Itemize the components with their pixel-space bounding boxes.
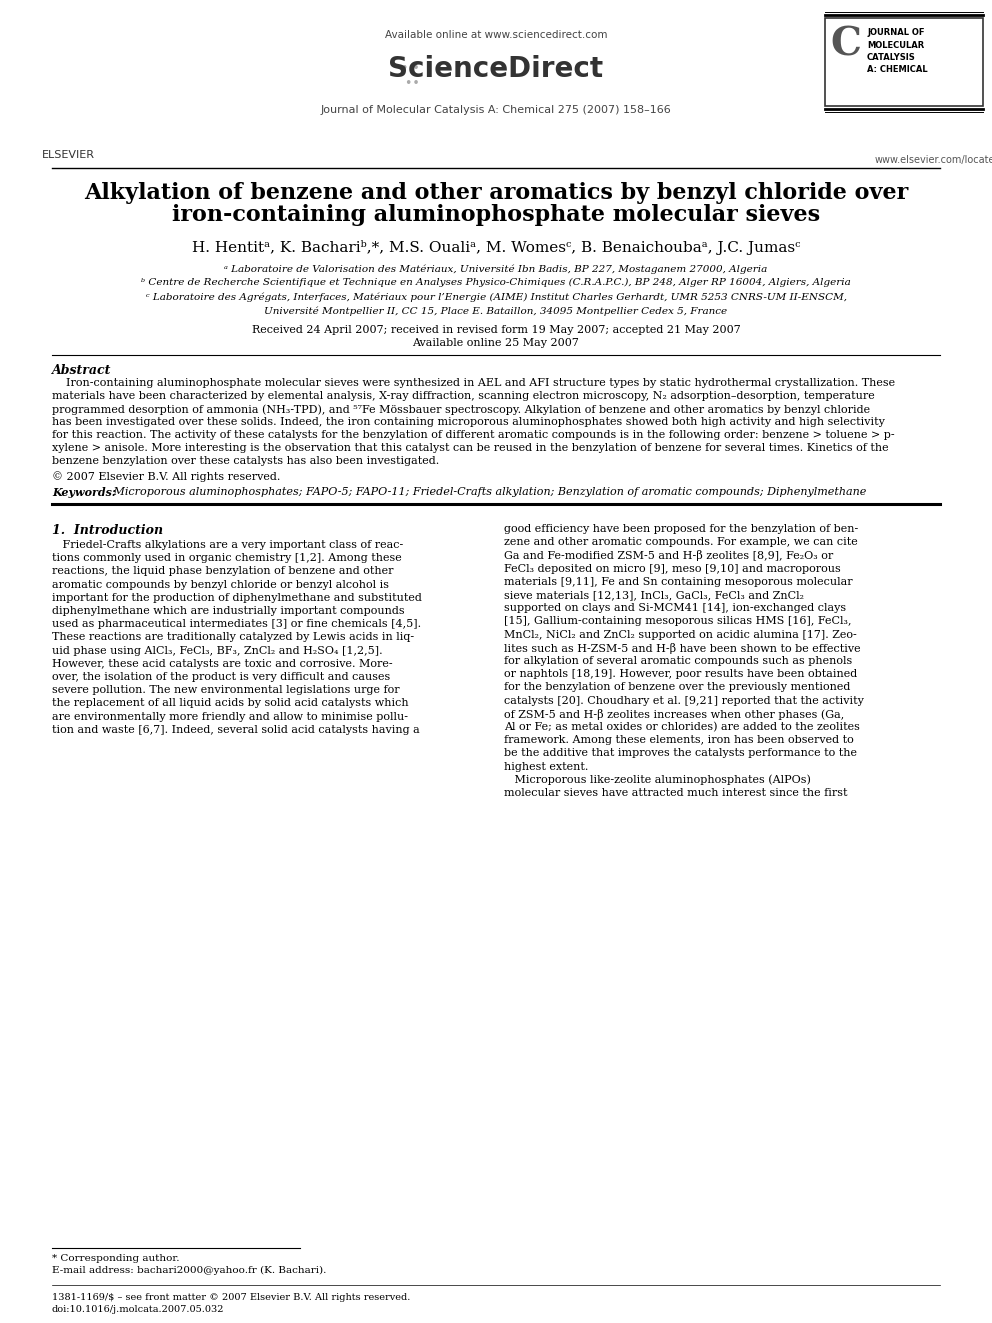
Text: 1381-1169/$ – see front matter © 2007 Elsevier B.V. All rights reserved.: 1381-1169/$ – see front matter © 2007 El… [52,1293,411,1302]
Text: Microporous aluminophosphates; FAPO-5; FAPO-11; Friedel-Crafts alkylation; Benzy: Microporous aluminophosphates; FAPO-5; F… [110,487,866,497]
Text: ᵇ Centre de Recherche Scientifique et Technique en Analyses Physico-Chimiques (C: ᵇ Centre de Recherche Scientifique et Te… [141,278,851,287]
Text: ᶜ Laboratoire des Agrégats, Interfaces, Matériaux pour l’Energie (AIME) Institut: ᶜ Laboratoire des Agrégats, Interfaces, … [146,292,846,302]
Text: tions commonly used in organic chemistry [1,2]. Among these: tions commonly used in organic chemistry… [52,553,402,564]
Text: framework. Among these elements, iron has been observed to: framework. Among these elements, iron ha… [504,736,854,745]
Text: for alkylation of several aromatic compounds such as phenols: for alkylation of several aromatic compo… [504,656,852,665]
Text: E-mail address: bachari2000@yahoo.fr (K. Bachari).: E-mail address: bachari2000@yahoo.fr (K.… [52,1266,326,1275]
Text: uid phase using AlCl₃, FeCl₃, BF₃, ZnCl₂ and H₂SO₄ [1,2,5].: uid phase using AlCl₃, FeCl₃, BF₃, ZnCl₂… [52,646,383,656]
Text: MnCl₂, NiCl₂ and ZnCl₂ supported on acidic alumina [17]. Zeo-: MnCl₂, NiCl₂ and ZnCl₂ supported on acid… [504,630,857,639]
Text: the replacement of all liquid acids by solid acid catalysts which: the replacement of all liquid acids by s… [52,699,409,708]
Text: for this reaction. The activity of these catalysts for the benzylation of differ: for this reaction. The activity of these… [52,430,895,441]
Text: aromatic compounds by benzyl chloride or benzyl alcohol is: aromatic compounds by benzyl chloride or… [52,579,389,590]
Text: highest extent.: highest extent. [504,762,588,771]
Text: Alkylation of benzene and other aromatics by benzyl chloride over: Alkylation of benzene and other aromatic… [84,183,908,204]
Text: • •
 ••: • • •• [401,62,420,90]
Text: sieve materials [12,13], InCl₃, GaCl₃, FeCl₃ and ZnCl₂: sieve materials [12,13], InCl₃, GaCl₃, F… [504,590,804,601]
Text: benzene benzylation over these catalysts has also been investigated.: benzene benzylation over these catalysts… [52,456,439,466]
Text: Abstract: Abstract [52,364,111,377]
Text: Available online 25 May 2007: Available online 25 May 2007 [413,337,579,348]
Text: xylene > anisole. More interesting is the observation that this catalyst can be : xylene > anisole. More interesting is th… [52,443,889,452]
Text: * Corresponding author.: * Corresponding author. [52,1254,180,1263]
Text: Ga and Fe-modified ZSM-5 and H-β zeolites [8,9], Fe₂O₃ or: Ga and Fe-modified ZSM-5 and H-β zeolite… [504,550,833,561]
Text: Journal of Molecular Catalysis A: Chemical 275 (2007) 158–166: Journal of Molecular Catalysis A: Chemic… [320,105,672,115]
Text: Received 24 April 2007; received in revised form 19 May 2007; accepted 21 May 20: Received 24 April 2007; received in revi… [252,325,740,335]
Text: Al or Fe; as metal oxides or chlorides) are added to the zeolites: Al or Fe; as metal oxides or chlorides) … [504,722,860,733]
Text: for the benzylation of benzene over the previously mentioned: for the benzylation of benzene over the … [504,683,850,692]
Text: are environmentally more friendly and allow to minimise pollu-: are environmentally more friendly and al… [52,712,408,721]
Text: materials [9,11], Fe and Sn containing mesoporous molecular: materials [9,11], Fe and Sn containing m… [504,577,853,587]
Text: FeCl₃ deposited on micro [9], meso [9,10] and macroporous: FeCl₃ deposited on micro [9], meso [9,10… [504,564,841,574]
Text: supported on clays and Si-MCM41 [14], ion-exchanged clays: supported on clays and Si-MCM41 [14], io… [504,603,846,613]
Text: over, the isolation of the product is very difficult and causes: over, the isolation of the product is ve… [52,672,390,681]
Text: These reactions are traditionally catalyzed by Lewis acids in liq-: These reactions are traditionally cataly… [52,632,414,643]
Text: Friedel-Crafts alkylations are a very important class of reac-: Friedel-Crafts alkylations are a very im… [52,540,404,550]
Text: Iron-containing aluminophosphate molecular sieves were synthesized in AEL and AF: Iron-containing aluminophosphate molecul… [52,378,895,388]
Text: [15], Gallium-containing mesoporous silicas HMS [16], FeCl₃,: [15], Gallium-containing mesoporous sili… [504,617,851,626]
Bar [825,19,983,106]
Text: ScienceDirect: ScienceDirect [389,56,603,83]
Text: Keywords:: Keywords: [52,487,120,497]
Text: © 2007 Elsevier B.V. All rights reserved.: © 2007 Elsevier B.V. All rights reserved… [52,471,281,482]
Text: Université Montpellier II, CC 15, Place E. Bataillon, 34095 Montpellier Cedex 5,: Université Montpellier II, CC 15, Place … [265,306,727,315]
Text: diphenylmethane which are industrially important compounds: diphenylmethane which are industrially i… [52,606,405,617]
Text: or naphtols [18,19]. However, poor results have been obtained: or naphtols [18,19]. However, poor resul… [504,669,857,679]
Text: doi:10.1016/j.molcata.2007.05.032: doi:10.1016/j.molcata.2007.05.032 [52,1304,224,1314]
Text: has been investigated over these solids. Indeed, the iron containing microporous: has been investigated over these solids.… [52,417,885,427]
Text: important for the production of diphenylmethane and substituted: important for the production of diphenyl… [52,593,422,603]
Text: Available online at www.sciencedirect.com: Available online at www.sciencedirect.co… [385,30,607,40]
Text: of ZSM-5 and H-β zeolites increases when other phases (Ga,: of ZSM-5 and H-β zeolites increases when… [504,709,844,720]
Text: programmed desorption of ammonia (NH₃-TPD), and ⁵⁷Fe Mössbauer spectroscopy. Alk: programmed desorption of ammonia (NH₃-TP… [52,404,870,414]
Text: used as pharmaceutical intermediates [3] or fine chemicals [4,5].: used as pharmaceutical intermediates [3]… [52,619,422,630]
Text: lites such as H-ZSM-5 and H-β have been shown to be effective: lites such as H-ZSM-5 and H-β have been … [504,643,861,654]
Text: H. Hentitᵃ, K. Bachariᵇ,*, M.S. Oualiᵃ, M. Womesᶜ, B. Benaichoubaᵃ, J.C. Jumasᶜ: H. Hentitᵃ, K. Bachariᵇ,*, M.S. Oualiᵃ, … [191,239,801,255]
Text: catalysts [20]. Choudhary et al. [9,21] reported that the activity: catalysts [20]. Choudhary et al. [9,21] … [504,696,864,705]
Text: materials have been characterized by elemental analysis, X-ray diffraction, scan: materials have been characterized by ele… [52,392,875,401]
Text: tion and waste [6,7]. Indeed, several solid acid catalysts having a: tion and waste [6,7]. Indeed, several so… [52,725,420,734]
Text: ELSEVIER: ELSEVIER [42,149,94,160]
Text: 1.  Introduction: 1. Introduction [52,524,163,537]
Text: zene and other aromatic compounds. For example, we can cite: zene and other aromatic compounds. For e… [504,537,858,548]
Text: Microporous like-zeolite aluminophosphates (AlPOs): Microporous like-zeolite aluminophosphat… [504,775,810,786]
Text: ᵃ Laboratoire de Valorisation des Matériaux, Université Ibn Badis, BP 227, Mosta: ᵃ Laboratoire de Valorisation des Matéri… [224,265,768,274]
Text: C: C [830,26,861,64]
Text: be the additive that improves the catalysts performance to the: be the additive that improves the cataly… [504,749,857,758]
Text: reactions, the liquid phase benzylation of benzene and other: reactions, the liquid phase benzylation … [52,566,394,577]
Text: JOURNAL OF
MOLECULAR
CATALYSIS
A: CHEMICAL: JOURNAL OF MOLECULAR CATALYSIS A: CHEMIC… [867,28,928,74]
Text: severe pollution. The new environmental legislations urge for: severe pollution. The new environmental … [52,685,400,695]
Text: However, these acid catalysts are toxic and corrosive. More-: However, these acid catalysts are toxic … [52,659,393,669]
Text: www.elsevier.com/locate/molcata: www.elsevier.com/locate/molcata [875,155,992,165]
Text: iron-containing aluminophosphate molecular sieves: iron-containing aluminophosphate molecul… [172,204,820,226]
Text: good efficiency have been proposed for the benzylation of ben-: good efficiency have been proposed for t… [504,524,858,534]
Text: molecular sieves have attracted much interest since the first: molecular sieves have attracted much int… [504,789,847,798]
